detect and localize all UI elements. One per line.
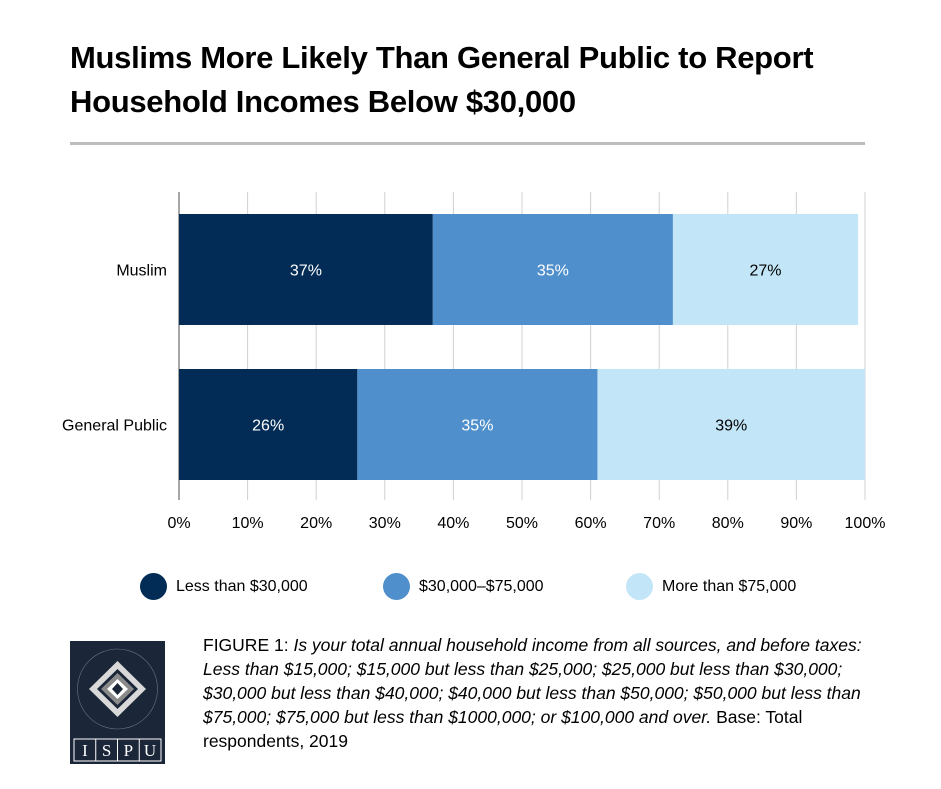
legend-label: More than $75,000	[662, 577, 797, 595]
bar-segment	[597, 369, 865, 480]
title-divider	[70, 142, 865, 145]
legend-item-30000-75000: $30,000–$75,000	[383, 573, 544, 600]
legend-label: $30,000–$75,000	[419, 577, 544, 595]
data-label: 35%	[461, 418, 493, 435]
svg-text:P: P	[124, 741, 133, 760]
category-label: Muslim	[116, 263, 167, 280]
stacked-bar-chart: 0% 10% 20% 30% 40% 50% 60% 70% 80% 90% 100% Muslim 3…	[62, 192, 886, 532]
data-label: 35%	[537, 263, 569, 280]
data-label: 26%	[252, 418, 284, 435]
x-tick-label: 20%	[300, 515, 332, 532]
x-tick-label: 80%	[712, 515, 744, 532]
x-tick-label: 0%	[167, 515, 190, 532]
bar-segment	[179, 214, 433, 325]
figure-caption: FIGURE 1: Is your total annual household…	[203, 635, 862, 751]
x-tick-label: 100%	[845, 515, 886, 532]
x-tick-label: 90%	[780, 515, 812, 532]
legend-swatch	[140, 573, 167, 600]
data-label: 37%	[290, 263, 322, 280]
bar-segment	[357, 369, 598, 480]
legend-label: Less than $30,000	[176, 577, 308, 595]
data-label: 27%	[750, 263, 782, 280]
figure-label: FIGURE 1	[203, 635, 284, 655]
bar-segment	[179, 369, 358, 480]
x-tick-label: 60%	[575, 515, 607, 532]
x-tick-label: 70%	[643, 515, 675, 532]
data-label: 39%	[715, 418, 747, 435]
x-tick-label: 30%	[369, 515, 401, 532]
legend-item-less-than-30000: Less than $30,000	[140, 573, 308, 600]
x-tick-label: 40%	[437, 515, 469, 532]
ispu-logo: I S P U	[70, 641, 165, 764]
bar-segment	[672, 214, 859, 325]
svg-text:U: U	[144, 741, 156, 760]
legend-swatch	[383, 573, 410, 600]
svg-text:I: I	[82, 741, 88, 760]
svg-text:S: S	[102, 741, 111, 760]
survey-question: Is your total annual household income fr…	[203, 635, 862, 727]
category-label: General Public	[62, 418, 167, 435]
legend-swatch	[626, 573, 653, 600]
x-tick-label: 50%	[506, 515, 538, 532]
chart-title: Muslims More Likely Than General Public …	[70, 40, 814, 119]
bar-segment	[432, 214, 673, 325]
x-tick-label: 10%	[232, 515, 264, 532]
legend-item-more-than-75000: More than $75,000	[626, 573, 796, 600]
base-note: Base: Total respondents, 2019	[203, 707, 803, 751]
